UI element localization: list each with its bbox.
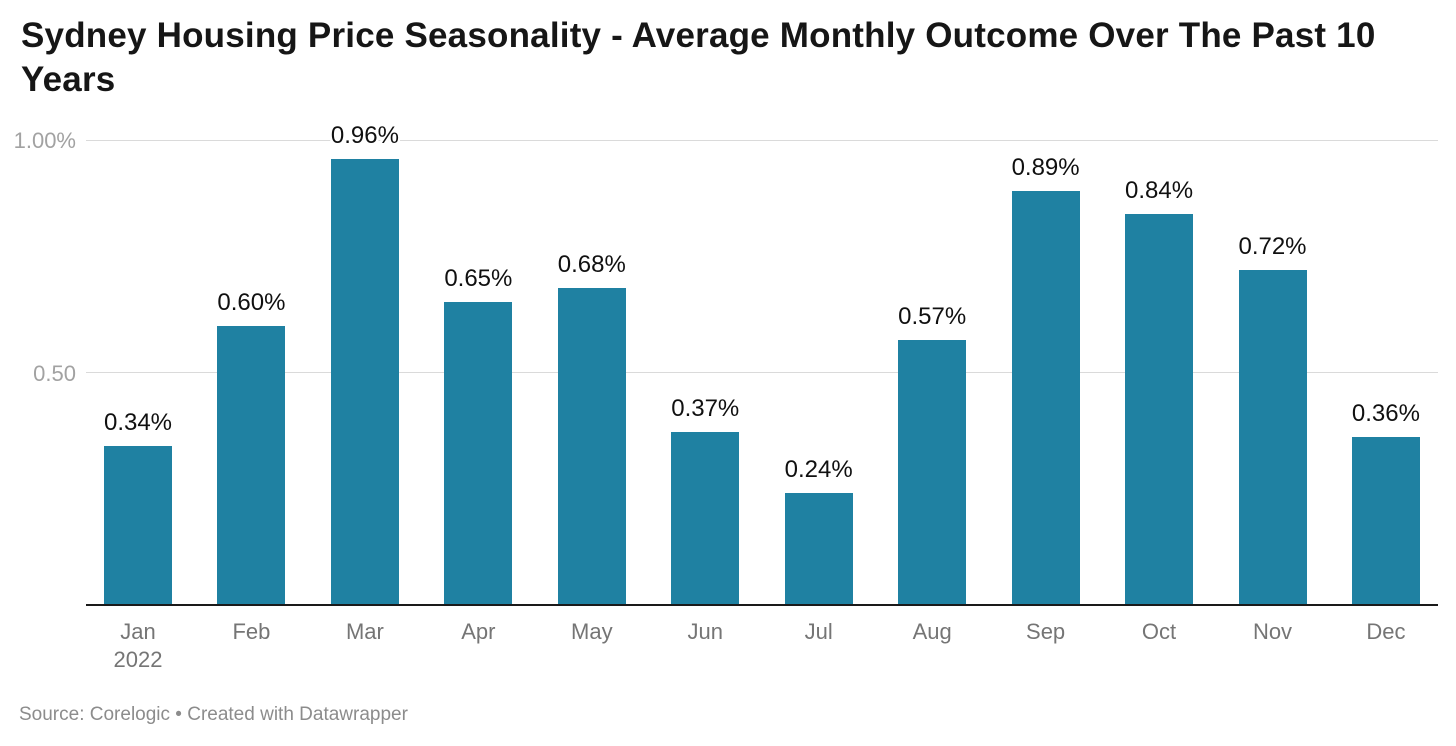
x-axis-label-month: May [571,619,613,644]
x-axis-label-month: Jun [687,619,723,644]
chart-title: Sydney Housing Price Seasonality - Avera… [21,14,1376,102]
bar-aug [898,340,967,604]
x-axis-label-month: Aug [912,619,952,644]
y-axis-tick-label-top: 1.00% [13,128,76,153]
bar-may [557,288,626,604]
bar-value-label-aug: 0.57% [898,303,967,330]
x-axis-label-oct: Oct [1099,618,1219,646]
x-axis-label-sep: Sep [986,618,1106,646]
plot-area: 0.34% 0.60% 0.96% 0.65% 0.68% 0.37% 0.24% 0.57%… [86,123,1438,606]
bar-value-label-jun: 0.37% [671,395,740,422]
y-axis-tick-label-mid: 0.50 [33,361,76,386]
chart-footer: Source: Corelogic • Created with Datawra… [19,704,408,725]
x-axis-label-year: 2022 [113,647,163,672]
bar-value-label-nov: 0.72% [1238,233,1307,260]
bar-value-label-jul: 0.24% [784,456,853,483]
bar-jun [671,432,740,604]
x-axis-label-jul: Jul [759,618,879,646]
bar-value-label-may: 0.68% [557,251,626,278]
bar-oct [1125,214,1194,604]
bar-value-label-apr: 0.65% [444,265,513,292]
bar-mar [330,159,399,604]
bar-apr [444,302,513,604]
x-axis-label-feb: Feb [191,618,311,646]
bar-dec [1351,437,1420,604]
x-axis-label-month: Feb [232,619,271,644]
x-axis-line [86,604,1438,606]
bar-value-label-oct: 0.84% [1125,177,1194,204]
bar-value-label-mar: 0.96% [330,122,399,149]
bar-jul [784,493,853,604]
gridline-1-00 [86,140,1438,141]
gridline-0-50 [86,372,1438,373]
x-axis-label-nov: Nov [1213,618,1333,646]
x-axis-label-month: Dec [1366,619,1406,644]
x-axis-label-month: Jul [804,619,833,644]
x-axis-label-month: Apr [461,619,496,644]
x-axis-label-month: Nov [1252,619,1293,644]
x-axis-label-month: Mar [345,619,384,644]
x-axis-label-jan: Jan 2022 [78,618,198,674]
x-axis-label-aug: Aug [872,618,992,646]
chart-title-line-2: Years [21,60,116,99]
bar-value-label-feb: 0.60% [217,289,286,316]
bar-feb [217,326,286,604]
x-axis-label-apr: Apr [418,618,538,646]
x-axis-label-jun: Jun [645,618,765,646]
chart-title-line-1: Sydney Housing Price Seasonality - Avera… [21,16,1376,55]
x-axis-labels: Jan 2022 Feb Mar Apr May Jun Jul Aug Sep Oct Nov Dec [86,618,1438,680]
bar-nov [1238,270,1307,604]
bar-value-label-sep: 0.89% [1011,154,1080,181]
x-axis-label-mar: Mar [305,618,425,646]
bar-jan [104,446,172,604]
bar-value-label-dec: 0.36% [1351,400,1420,427]
x-axis-label-dec: Dec [1326,618,1446,646]
x-axis-label-month: Sep [1026,619,1066,644]
bar-sep [1011,191,1080,604]
x-axis-label-month: Oct [1141,619,1177,644]
bar-value-label-jan: 0.34% [103,409,173,436]
x-axis-label-may: May [532,618,652,646]
x-axis-label-month: Jan [120,619,156,644]
